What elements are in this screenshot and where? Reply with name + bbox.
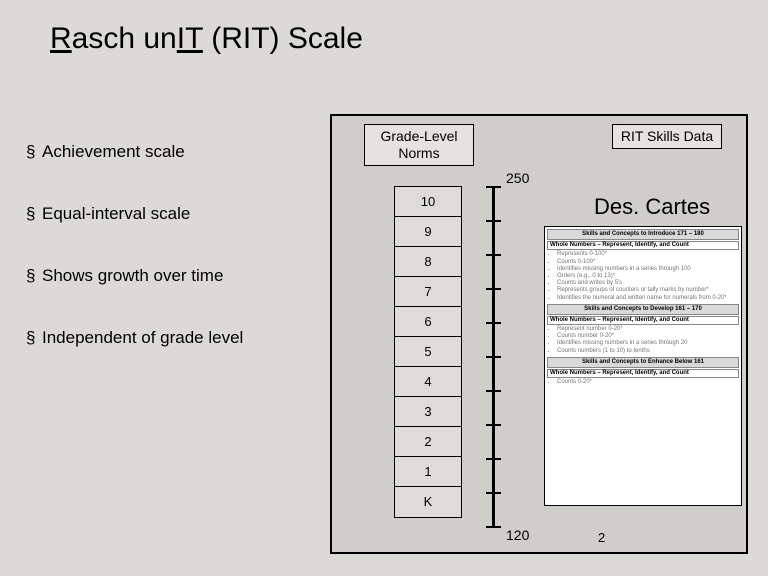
page-title: Rasch unIT (RIT) Scale	[50, 22, 363, 56]
grade-cell: 6	[395, 307, 461, 337]
skills-item: Counts 0-20*	[557, 379, 739, 386]
tick-mark	[486, 288, 501, 290]
scale-ruler	[492, 186, 495, 526]
skills-item: Counts number 0-20*	[557, 333, 739, 340]
title-r: R	[50, 22, 72, 55]
skills-item: Represents groups of counters or tally m…	[557, 287, 739, 294]
tick-mark	[486, 526, 501, 528]
tick-mark	[486, 458, 501, 460]
bullet-item: Independent of grade level	[26, 328, 306, 348]
skills-item: Identifies missing numbers in a series t…	[557, 340, 739, 347]
tick-mark	[486, 356, 501, 358]
skills-item: Identifies the numeral and written name …	[557, 295, 739, 302]
tick-mark	[486, 186, 501, 188]
grade-cell: 4	[395, 367, 461, 397]
skills-item: Represents 0-100*	[557, 251, 739, 258]
title-end: (RIT) Scale	[203, 22, 363, 55]
skills-item: Orders (e.g., 0 to 13)*	[557, 273, 739, 280]
skills-section-header: Skills and Concepts to Introduce 171 – 1…	[547, 229, 739, 240]
bullet-item: Achievement scale	[26, 142, 306, 162]
skills-item: Counts 0-100*	[557, 259, 739, 266]
grade-cell: 5	[395, 337, 461, 367]
tick-mark	[486, 390, 501, 392]
title-it: IT	[177, 22, 203, 55]
skills-item-list: Represent number 0-20*Counts number 0-20…	[557, 326, 739, 355]
grade-cell: 9	[395, 217, 461, 247]
tick-mark	[486, 322, 501, 324]
skills-data-panel: Skills and Concepts to Introduce 171 – 1…	[544, 226, 742, 506]
bullet-list: Achievement scale Equal-interval scale S…	[26, 142, 306, 390]
grade-cell: 7	[395, 277, 461, 307]
title-mid: asch un	[72, 22, 177, 55]
tick-mark	[486, 220, 501, 222]
grade-cell: 1	[395, 457, 461, 487]
bullet-item: Shows growth over time	[26, 266, 306, 286]
descartes-label: Des. Cartes	[594, 194, 710, 220]
page-number: 2	[598, 530, 605, 545]
scale-top-value: 250	[506, 170, 529, 186]
grade-tower: 10987654321K	[394, 186, 462, 518]
skills-section-header: Skills and Concepts to Develop 161 – 170	[547, 304, 739, 315]
grade-cell: 2	[395, 427, 461, 457]
grade-norms-label: Grade-Level Norms	[364, 124, 474, 166]
tick-mark	[486, 424, 501, 426]
tick-mark	[486, 254, 501, 256]
grade-cell: 3	[395, 397, 461, 427]
skills-section-subheader: Whole Numbers – Represent, Identify, and…	[547, 316, 739, 325]
scale-bottom-value: 120	[506, 527, 529, 543]
skills-section-subheader: Whole Numbers – Represent, Identify, and…	[547, 241, 739, 250]
grade-cell: 8	[395, 247, 461, 277]
skills-section-header: Skills and Concepts to Enhance Below 161	[547, 357, 739, 368]
skills-item-list: Represents 0-100*Counts 0-100*Identifies…	[557, 251, 739, 301]
bullet-item: Equal-interval scale	[26, 204, 306, 224]
diagram-panel: Grade-Level Norms RIT Skills Data Des. C…	[330, 114, 748, 554]
grade-cell: 10	[395, 187, 461, 217]
skills-item: Counts numbers (1 to 10) to tenths	[557, 348, 739, 355]
tick-mark	[486, 492, 501, 494]
rit-skills-label: RIT Skills Data	[612, 124, 722, 149]
skills-item: Counts and writes by 5's	[557, 280, 739, 287]
skills-item: Represent number 0-20*	[557, 326, 739, 333]
grade-cell: K	[395, 487, 461, 517]
skills-item-list: Counts 0-20*	[557, 379, 739, 386]
skills-section-subheader: Whole Numbers – Represent, Identify, and…	[547, 369, 739, 378]
skills-item: Identifies missing numbers in a series t…	[557, 266, 739, 273]
